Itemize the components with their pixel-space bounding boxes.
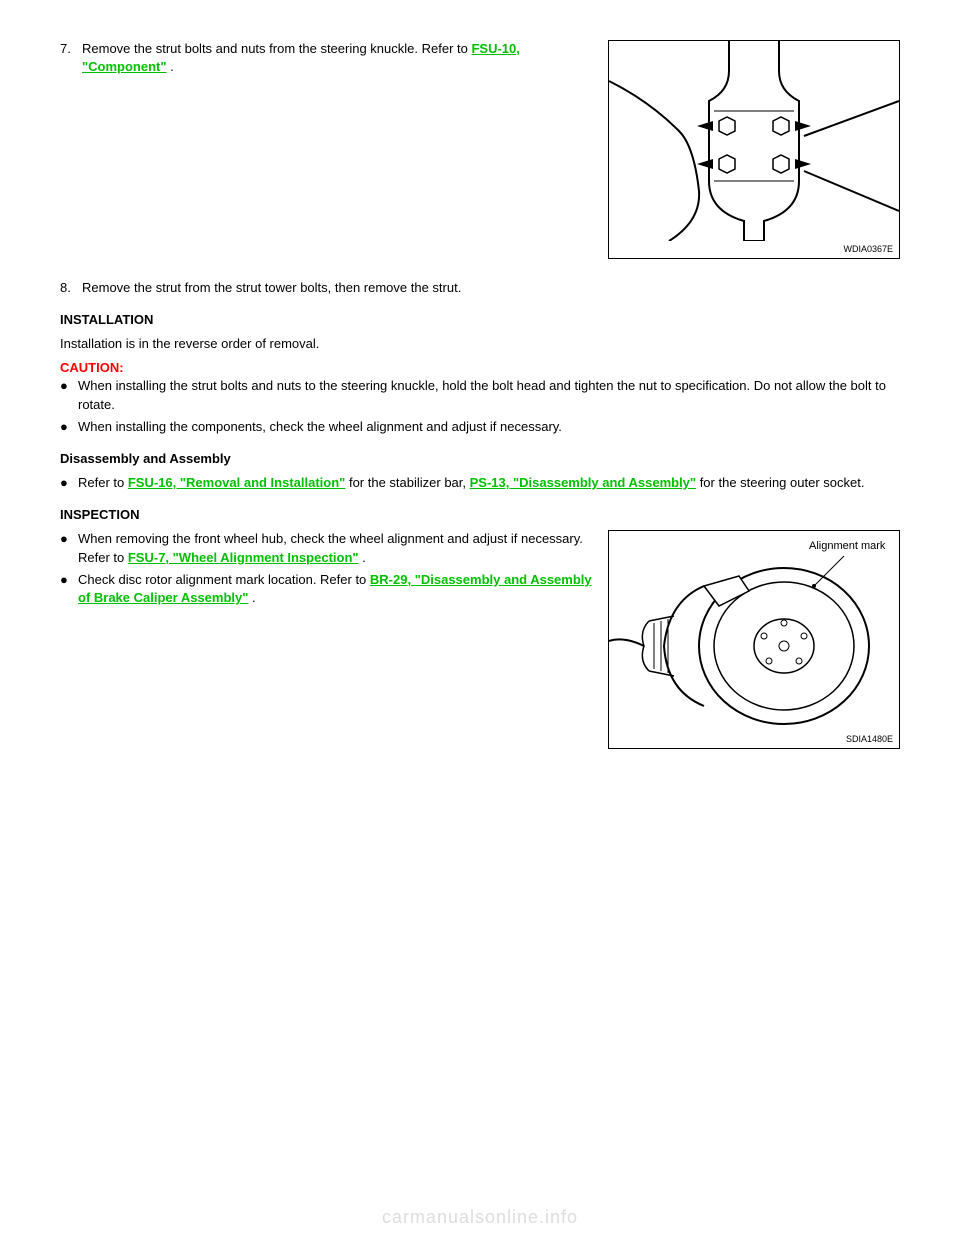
inspection-bullet-2: ● Check disc rotor alignment mark locati…	[60, 571, 596, 607]
figure-alignment-mark: Alignment mark SDIA1480E	[608, 530, 900, 749]
step-8-text: Remove the strut from the strut tower bo…	[82, 279, 900, 297]
dis-mid: for the stabilizer bar,	[345, 475, 469, 490]
link-fsu16[interactable]: FSU-16, "Removal and Installation"	[128, 475, 345, 490]
caution-bullet-1: ● When installing the strut bolts and nu…	[60, 377, 900, 413]
inspection-bullet-1: ● When removing the front wheel hub, che…	[60, 530, 596, 566]
bullet-mark: ●	[60, 474, 78, 492]
step-num-8: 8.	[60, 279, 82, 297]
caution-2-text: When installing the components, check th…	[78, 418, 562, 436]
figure1-label: WDIA0367E	[609, 241, 899, 258]
step-8: 8. Remove the strut from the strut tower…	[60, 279, 900, 297]
disassembly-bullet: ● Refer to FSU-16, "Removal and Installa…	[60, 474, 900, 492]
inspection-title: INSPECTION	[60, 506, 900, 524]
caution-bullet-2: ● When installing the components, check …	[60, 418, 900, 436]
inspection-2-text: Check disc rotor alignment mark location…	[78, 571, 596, 607]
disassembly-title: Disassembly and Assembly	[60, 450, 900, 468]
disassembly-text: Refer to FSU-16, "Removal and Installati…	[78, 474, 864, 492]
installation-title: INSTALLATION	[60, 311, 900, 329]
link-fsu7[interactable]: FSU-7, "Wheel Alignment Inspection"	[128, 550, 359, 565]
caution-label: CAUTION:	[60, 360, 124, 375]
step-num-7: 7.	[60, 40, 82, 76]
step-7-post: .	[167, 59, 174, 74]
figure-strut-bolts: WDIA0367E	[608, 40, 900, 259]
alignment-mark-text: Alignment mark	[809, 540, 886, 552]
bullet-mark: ●	[60, 530, 78, 566]
figure2-label: SDIA1480E	[609, 731, 899, 748]
bullet-mark: ●	[60, 377, 78, 413]
insp1-post: .	[359, 550, 366, 565]
step-7-pre: Remove the strut bolts and nuts from the…	[82, 41, 471, 56]
dis-post: for the steering outer socket.	[696, 475, 864, 490]
inspection-1-text: When removing the front wheel hub, check…	[78, 530, 596, 566]
watermark: carmanualsonline.info	[60, 1205, 900, 1230]
insp2-post: .	[248, 590, 255, 605]
installation-text: Installation is in the reverse order of …	[60, 335, 900, 353]
link-ps13[interactable]: PS-13, "Disassembly and Assembly"	[470, 475, 696, 490]
dis-pre: Refer to	[78, 475, 128, 490]
insp2-pre: Check disc rotor alignment mark location…	[78, 572, 370, 587]
step-7-text: Remove the strut bolts and nuts from the…	[82, 40, 596, 76]
caution-1-text: When installing the strut bolts and nuts…	[78, 377, 900, 413]
step-7: 7. Remove the strut bolts and nuts from …	[60, 40, 596, 76]
bullet-mark: ●	[60, 418, 78, 436]
bullet-mark: ●	[60, 571, 78, 607]
